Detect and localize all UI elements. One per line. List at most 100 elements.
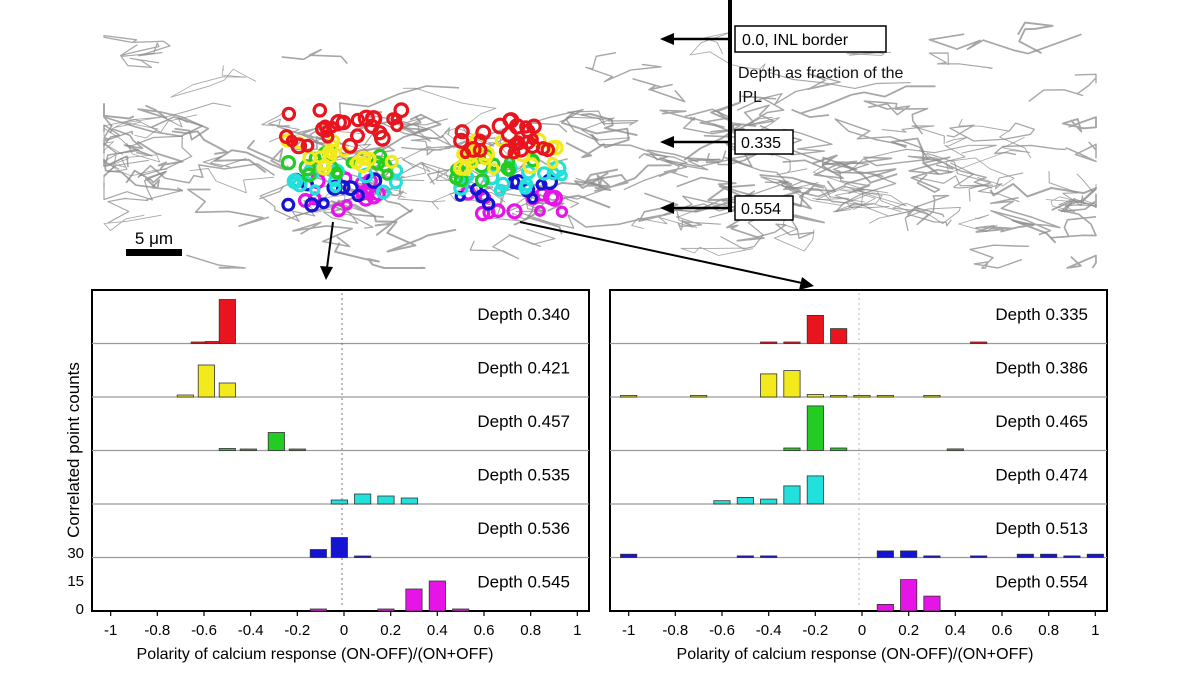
dendrite-branch [259, 186, 316, 222]
right-x-ticks: -1 -0.8 -0.6 -0.4 -0.2 0 0.2 0.4 0.6 0.8 1 [622, 611, 1099, 639]
left-bars [176, 299, 470, 612]
synapse-marker [534, 205, 546, 217]
depth-row-label: Depth 0.554 [995, 573, 1088, 592]
dendrite-branch [171, 130, 228, 155]
synapse-marker [361, 151, 377, 167]
histogram-bar [197, 364, 215, 398]
right-cell-cluster [449, 112, 569, 222]
dendrite-branch [103, 114, 198, 150]
x-tick-label: -0.6 [709, 622, 735, 639]
synapse-marker [304, 197, 320, 213]
synapse-marker [500, 126, 518, 144]
dendrite-branch [103, 214, 162, 231]
synapse-marker [482, 168, 500, 186]
dendrite-branch [768, 71, 911, 89]
dendrite-branch [104, 127, 144, 168]
x-tick-label: 0 [340, 622, 348, 639]
depth-caption: Depth as fraction of the IPL [738, 65, 904, 106]
synapse-marker [501, 164, 514, 177]
dendrite-branch [890, 137, 951, 175]
synapse-marker [325, 148, 338, 161]
dendrite-branch [334, 242, 426, 269]
dendrite-branch [1065, 141, 1097, 163]
histogram-bar [783, 370, 801, 398]
synapse-marker [329, 181, 342, 194]
dendrite-branch [835, 170, 897, 213]
histogram-bar [405, 588, 423, 612]
synapse-marker [350, 112, 366, 128]
right-histogram-panel: Depth 0.335 Depth 0.386 Depth 0.465 Depth 0… [609, 289, 1108, 663]
dendrite-branch [338, 85, 460, 117]
scale-bar: 5 μm [126, 229, 182, 256]
dendrite-branch [187, 188, 270, 227]
dendrite-branch [586, 164, 672, 193]
dendrite-branch [945, 136, 1031, 187]
arrowhead-icon [660, 33, 674, 45]
x-tick-label: 0.2 [380, 622, 401, 639]
left-x-ticks: -1 -0.8 -0.6 -0.4 -0.2 0 0.2 0.4 0.6 0.8 1 [104, 611, 581, 639]
dendrite-branch [292, 221, 354, 248]
depth-row-label: Depth 0.513 [995, 519, 1088, 538]
depth-marker-box-554 [734, 195, 794, 221]
dendrite-branch [993, 144, 1066, 156]
dendrite-branch [126, 135, 193, 177]
synapse-marker [475, 124, 492, 141]
histogram-bar [377, 495, 395, 505]
histogram-bar [218, 382, 236, 398]
depth-marker-335: 0.335 [741, 135, 781, 152]
dendrite-branch [737, 95, 785, 131]
depth-row-label: Depth 0.340 [477, 305, 570, 324]
synapse-marker [481, 197, 496, 211]
histogram-bar [900, 550, 918, 558]
dendrite-branch [103, 170, 168, 201]
histogram-bar [806, 394, 824, 398]
x-tick-label: 0.4 [427, 622, 448, 639]
dendrite-branch [832, 188, 889, 213]
dendrite-branch [680, 246, 753, 256]
synapse-marker [317, 197, 330, 210]
dendrite-branch [170, 65, 257, 98]
dendrite-branch [1050, 208, 1097, 239]
dendrite-branch [675, 216, 721, 231]
synapse-marker [535, 178, 548, 191]
arrowhead-icon [320, 266, 333, 280]
synapse-marker [453, 132, 470, 149]
synapse-marker [309, 184, 321, 196]
depth-marker-box-335 [734, 129, 794, 155]
dendrite-branch [399, 116, 448, 142]
histogram-bar [218, 448, 236, 451]
histogram-bar [620, 553, 638, 558]
dendrite-branch [106, 143, 161, 167]
synapse-marker [459, 147, 472, 159]
x-tick-label: 0 [858, 622, 866, 639]
depth-row-label: Depth 0.335 [995, 305, 1088, 324]
dendrite-branch [1045, 196, 1095, 213]
dendrite-branch [246, 139, 284, 168]
histogram-bar [330, 537, 348, 558]
x-tick-label: -1 [104, 622, 117, 639]
dendrite-branch [946, 122, 1035, 142]
x-tick-label: -0.6 [191, 622, 217, 639]
dendrite-branch [567, 110, 639, 126]
histogram-bar [309, 549, 327, 558]
x-tick-label: -0.2 [802, 622, 828, 639]
histogram-bar [830, 447, 848, 451]
histogram-bar [783, 485, 801, 505]
dendrite-branch [202, 155, 247, 168]
dendrite-branch [113, 116, 164, 139]
dendrite-branch [881, 125, 945, 145]
dendrite-branch [958, 214, 998, 233]
dendrite-branch [281, 48, 348, 65]
synapse-marker [335, 114, 352, 131]
dendrite-branch [990, 196, 1061, 236]
left-row-labels: Depth 0.340 Depth 0.421 Depth 0.457 Depth 0… [477, 305, 570, 592]
histogram-bar [428, 580, 446, 612]
dendrite-branch [912, 162, 994, 189]
dendrite-branch [585, 52, 662, 83]
histogram-bar [354, 493, 372, 505]
dendrite-tracing [103, 21, 1097, 269]
scale-bar-label: 5 μm [135, 229, 173, 248]
synapse-marker [384, 154, 399, 169]
left-y-ticks: 30 15 0 [67, 545, 84, 618]
dendrite-branch [623, 157, 689, 191]
